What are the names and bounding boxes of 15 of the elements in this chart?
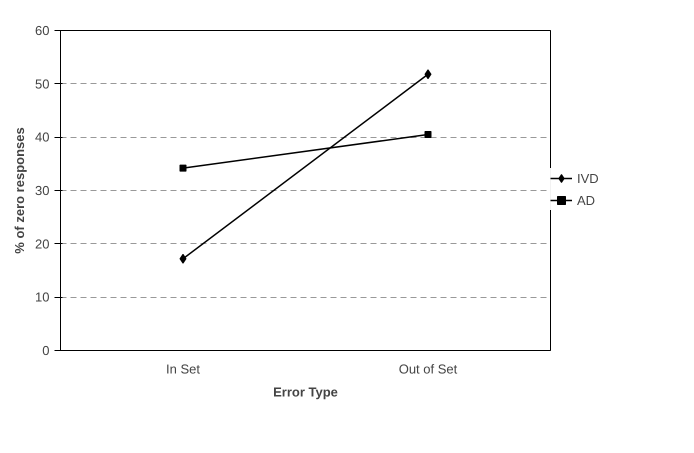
y-tick-label: 0 [42,343,50,358]
y-tick-label: 60 [35,23,50,38]
y-tick-label: 40 [35,130,50,145]
x-tick-label: In Set [166,362,200,376]
legend-label: AD [577,192,596,208]
point [424,131,432,138]
y-axis-title: % of zero responses [12,127,28,254]
x-axis-title: Error Type [273,384,338,400]
point [180,164,186,172]
x-tick-label: Out of Set [398,362,458,376]
y-tick-label: 50 [35,76,50,92]
y-tick-label: 30 [35,183,50,198]
y-tick-label: 10 [35,290,50,305]
legend-label: IVD [577,170,599,186]
y-tick-label: 20 [35,236,50,252]
